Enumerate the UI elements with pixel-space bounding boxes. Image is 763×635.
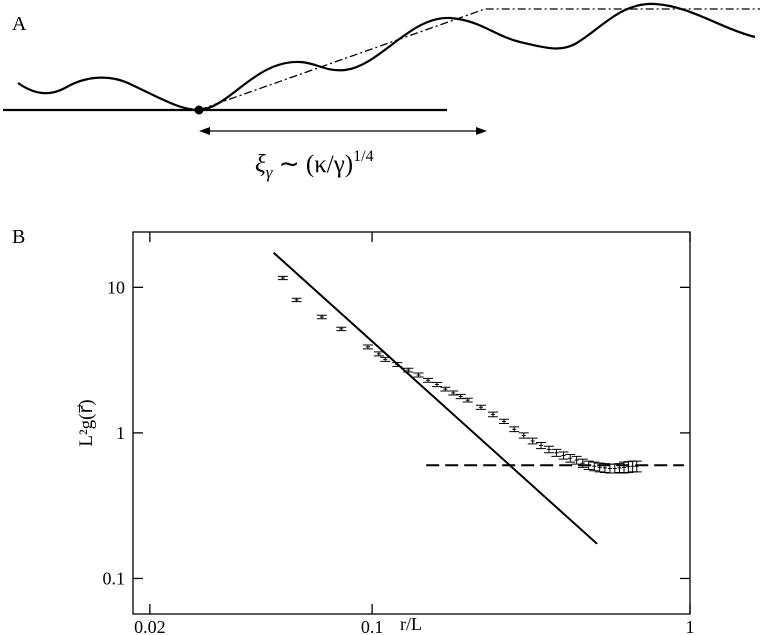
formula-base: ξ: [255, 151, 266, 178]
plot-frame: [132, 231, 691, 615]
error-bar: [536, 441, 547, 450]
error-bar: [527, 437, 538, 445]
error-bar: [431, 381, 442, 388]
error-bar: [599, 463, 610, 473]
error-bar: [455, 393, 466, 400]
error-bar: [413, 372, 424, 378]
error-bar: [448, 390, 459, 396]
plot: 0.02 0.1 1 0.1 1 10: [103, 232, 695, 635]
error-bar: [499, 418, 510, 425]
y-tick-label: 0.1: [103, 568, 126, 588]
error-bar: [543, 445, 554, 454]
error-bar: [487, 411, 498, 418]
membrane-curve: [17, 2, 756, 112]
error-bar: [631, 460, 642, 473]
error-bar: [291, 297, 302, 303]
error-bar: [373, 351, 384, 357]
y-tick-label: 10: [107, 277, 125, 297]
formula: ξγ ∼ (κ/γ)1/4: [255, 148, 374, 182]
x-axis-label: r/L: [400, 614, 422, 634]
error-bar: [509, 426, 520, 433]
error-bar: [577, 458, 588, 468]
error-bar: [614, 463, 625, 473]
error-bar: [551, 448, 562, 457]
error-bar: [380, 356, 391, 362]
error-bar: [362, 344, 373, 350]
error-bar: [316, 314, 327, 320]
panel-a: A ξγ ∼ (κ/γ)1/4: [3, 2, 760, 182]
error-bar: [571, 455, 582, 465]
panel-label: B: [12, 226, 25, 248]
error-bar: [589, 461, 600, 472]
y-tick-label: 1: [116, 423, 125, 443]
error-bar: [594, 462, 605, 473]
error-bar: [423, 377, 434, 383]
x-tick-label: 1: [686, 617, 695, 635]
formula-sup: 1/4: [353, 148, 373, 165]
contact-point: [194, 105, 204, 115]
error-bar: [518, 432, 529, 439]
x-tick-label: 0.1: [361, 617, 384, 635]
error-bar: [475, 404, 486, 410]
dash-dot-line: [198, 8, 760, 111]
error-bar: [565, 454, 576, 463]
error-bar: [609, 463, 620, 474]
error-bar: [440, 386, 451, 392]
error-bar: [336, 326, 347, 332]
panel-label: A: [12, 13, 27, 35]
error-bar: [403, 367, 414, 373]
formula-sub: γ: [266, 163, 274, 182]
y-axis-label: L²g(r⃗): [76, 399, 97, 446]
error-bar: [462, 397, 473, 403]
fit-line: [272, 251, 598, 545]
error-bar: [277, 275, 288, 281]
error-bar: [558, 451, 569, 460]
x-tick-label: 0.02: [134, 617, 166, 635]
formula-body: ∼ (κ/γ): [272, 151, 353, 178]
